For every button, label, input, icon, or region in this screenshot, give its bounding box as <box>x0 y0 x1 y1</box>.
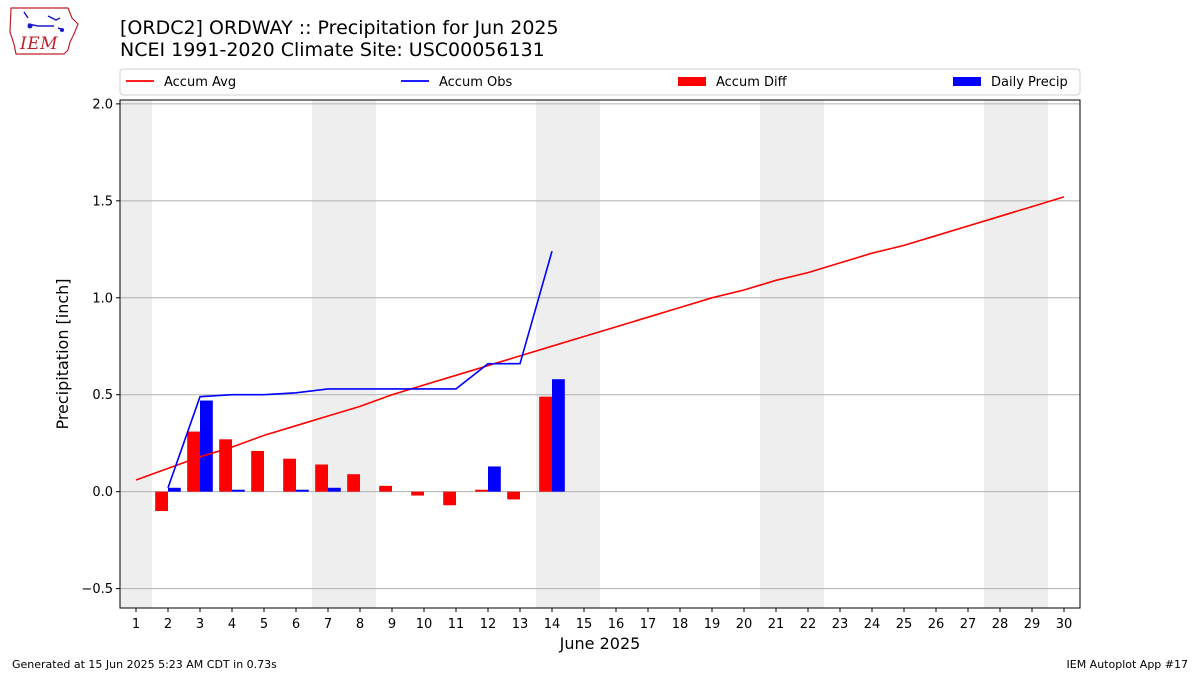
y-tick-label: 1.0 <box>92 291 113 306</box>
x-tick-label: 3 <box>196 617 204 632</box>
legend-swatch-bar <box>953 77 981 86</box>
accum-diff-bar <box>187 431 200 492</box>
y-tick-label: 0.5 <box>92 388 113 403</box>
x-tick-label: 20 <box>736 617 753 632</box>
weekend-shade <box>312 100 376 608</box>
app-footer: IEM Autoplot App #17 <box>1066 658 1189 671</box>
legend-label: Accum Diff <box>716 75 788 90</box>
daily-precip-bar <box>232 489 245 492</box>
daily-precip-bar <box>168 487 181 492</box>
daily-precip-bar <box>488 466 501 492</box>
x-tick-label: 21 <box>768 617 785 632</box>
accum-diff-bar <box>155 491 168 512</box>
x-tick-label: 22 <box>800 617 817 632</box>
x-tick-label: 6 <box>292 617 300 632</box>
x-tick-label: 10 <box>416 617 433 632</box>
x-tick-label: 11 <box>448 617 465 632</box>
weekend-shade <box>536 100 600 608</box>
x-tick-label: 25 <box>896 617 913 632</box>
x-tick-label: 9 <box>388 617 396 632</box>
accum-diff-bar <box>315 464 328 492</box>
daily-precip-bar <box>296 489 309 492</box>
x-tick-label: 12 <box>480 617 497 632</box>
accum-diff-bar <box>251 450 264 492</box>
accum-diff-bar <box>475 489 488 492</box>
iowa-map-outline-icon <box>9 7 79 55</box>
plot-frame <box>119 99 1081 609</box>
x-tick-label: 19 <box>704 617 721 632</box>
iem-logo: IEM <box>8 6 80 58</box>
y-axis-label: Precipitation [inch] <box>53 278 72 429</box>
accum-diff-bar <box>347 474 360 492</box>
accum-obs-line <box>167 250 553 489</box>
chart-title: [ORDC2] ORDWAY :: Precipitation for Jun … <box>120 17 559 39</box>
weekend-shade <box>760 100 824 608</box>
x-tick-label: 28 <box>992 617 1009 632</box>
y-tick-label: 2.0 <box>92 97 113 112</box>
legend-box <box>119 68 1081 96</box>
x-tick-label: 14 <box>544 617 561 632</box>
x-tick-label: 8 <box>356 617 364 632</box>
x-tick-label: 2 <box>164 617 172 632</box>
x-tick-label: 17 <box>640 617 657 632</box>
generated-footer: Generated at 15 Jun 2025 5:23 AM CDT in … <box>12 658 277 671</box>
x-tick-label: 23 <box>832 617 849 632</box>
legend-label: Accum Avg <box>164 75 236 90</box>
legend-label: Daily Precip <box>991 75 1068 90</box>
accum-diff-bar <box>411 491 424 496</box>
daily-precip-bar <box>200 400 213 492</box>
y-tick-label: −0.5 <box>81 582 113 597</box>
x-tick-label: 30 <box>1056 617 1073 632</box>
x-tick-label: 13 <box>512 617 529 632</box>
weekend-shade <box>984 100 1048 608</box>
accum-diff-bar <box>539 396 552 492</box>
accum-diff-bar <box>443 491 456 506</box>
daily-precip-bar <box>552 379 565 492</box>
legend-label: Accum Obs <box>439 75 512 90</box>
x-axis-label: June 2025 <box>559 634 641 653</box>
x-tick-label: 27 <box>960 617 977 632</box>
x-tick-label: 16 <box>608 617 625 632</box>
x-tick-label: 24 <box>864 617 881 632</box>
chart-title-block: [ORDC2] ORDWAY :: Precipitation for Jun … <box>120 17 559 61</box>
y-tick-label: 0.0 <box>92 485 113 500</box>
logo-text: IEM <box>20 34 59 54</box>
x-tick-label: 7 <box>324 617 332 632</box>
accum-diff-bar <box>379 485 392 492</box>
accum-diff-bar <box>507 491 520 500</box>
chart-subtitle: NCEI 1991-2020 Climate Site: USC00056131 <box>120 39 545 61</box>
weekend-shade <box>120 100 152 608</box>
x-tick-label: 4 <box>228 617 236 632</box>
x-tick-label: 15 <box>576 617 593 632</box>
daily-precip-bar <box>328 487 341 492</box>
accum-avg-line <box>135 196 1065 481</box>
x-tick-label: 26 <box>928 617 945 632</box>
x-tick-label: 18 <box>672 617 689 632</box>
y-tick-label: 1.5 <box>92 194 113 209</box>
accum-diff-bar <box>219 439 232 492</box>
accum-diff-bar <box>283 458 296 492</box>
x-tick-label: 1 <box>132 617 140 632</box>
x-tick-label: 5 <box>260 617 268 632</box>
legend-swatch-bar <box>678 77 706 86</box>
x-tick-label: 29 <box>1024 617 1041 632</box>
